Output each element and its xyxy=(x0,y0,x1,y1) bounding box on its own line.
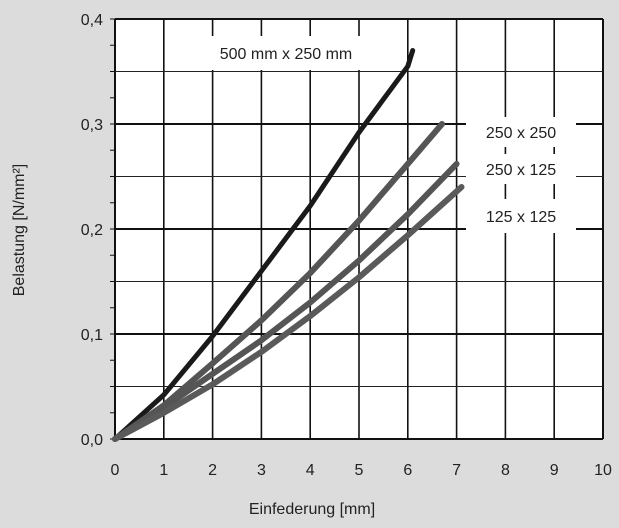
x-tick-label: 5 xyxy=(355,462,364,479)
x-tick-label: 2 xyxy=(208,462,217,479)
series-labels: 500 mm x 250 mm 250 x 250 250 x 125 125 x 1… xyxy=(188,36,576,233)
x-tick-label: 3 xyxy=(257,462,266,479)
series-group xyxy=(112,48,465,442)
series-label-box xyxy=(466,199,576,233)
y-tick-label: 0,0 xyxy=(81,432,103,449)
axis-ticks: 0 1 2 3 4 5 6 7 8 9 10 0,0 0,1 0,2 0,3 0,4 xyxy=(81,12,612,479)
x-tick-label: 10 xyxy=(594,462,612,479)
series-label-box xyxy=(466,117,576,147)
x-tick-label: 0 xyxy=(111,462,120,479)
x-tick-label: 4 xyxy=(306,462,315,479)
series-line-1 xyxy=(112,48,416,442)
series-label: 500 mm x 250 mm xyxy=(220,46,352,63)
x-tick-label: 7 xyxy=(452,462,461,479)
y-tick-label: 0,1 xyxy=(81,327,103,344)
series-label-box xyxy=(466,154,576,184)
x-tick-label: 9 xyxy=(550,462,559,479)
x-tick-label: 8 xyxy=(501,462,510,479)
x-axis-title: Einfederung [mm] xyxy=(249,501,375,518)
series-label: 125 x 125 xyxy=(486,209,556,226)
series-line-4 xyxy=(112,184,465,442)
series-label-box xyxy=(188,36,384,70)
y-axis-title: Belastung [N/mm²] xyxy=(11,164,28,296)
series-label: 250 x 250 xyxy=(486,125,556,142)
y-tick-label: 0,4 xyxy=(81,12,103,29)
series-line-3 xyxy=(112,160,460,442)
x-tick-label: 1 xyxy=(159,462,168,479)
x-tick-label: 6 xyxy=(403,462,412,479)
y-tick-label: 0,3 xyxy=(81,117,103,134)
y-tick-label: 0,2 xyxy=(81,222,103,239)
series-label: 250 x 125 xyxy=(486,162,556,179)
